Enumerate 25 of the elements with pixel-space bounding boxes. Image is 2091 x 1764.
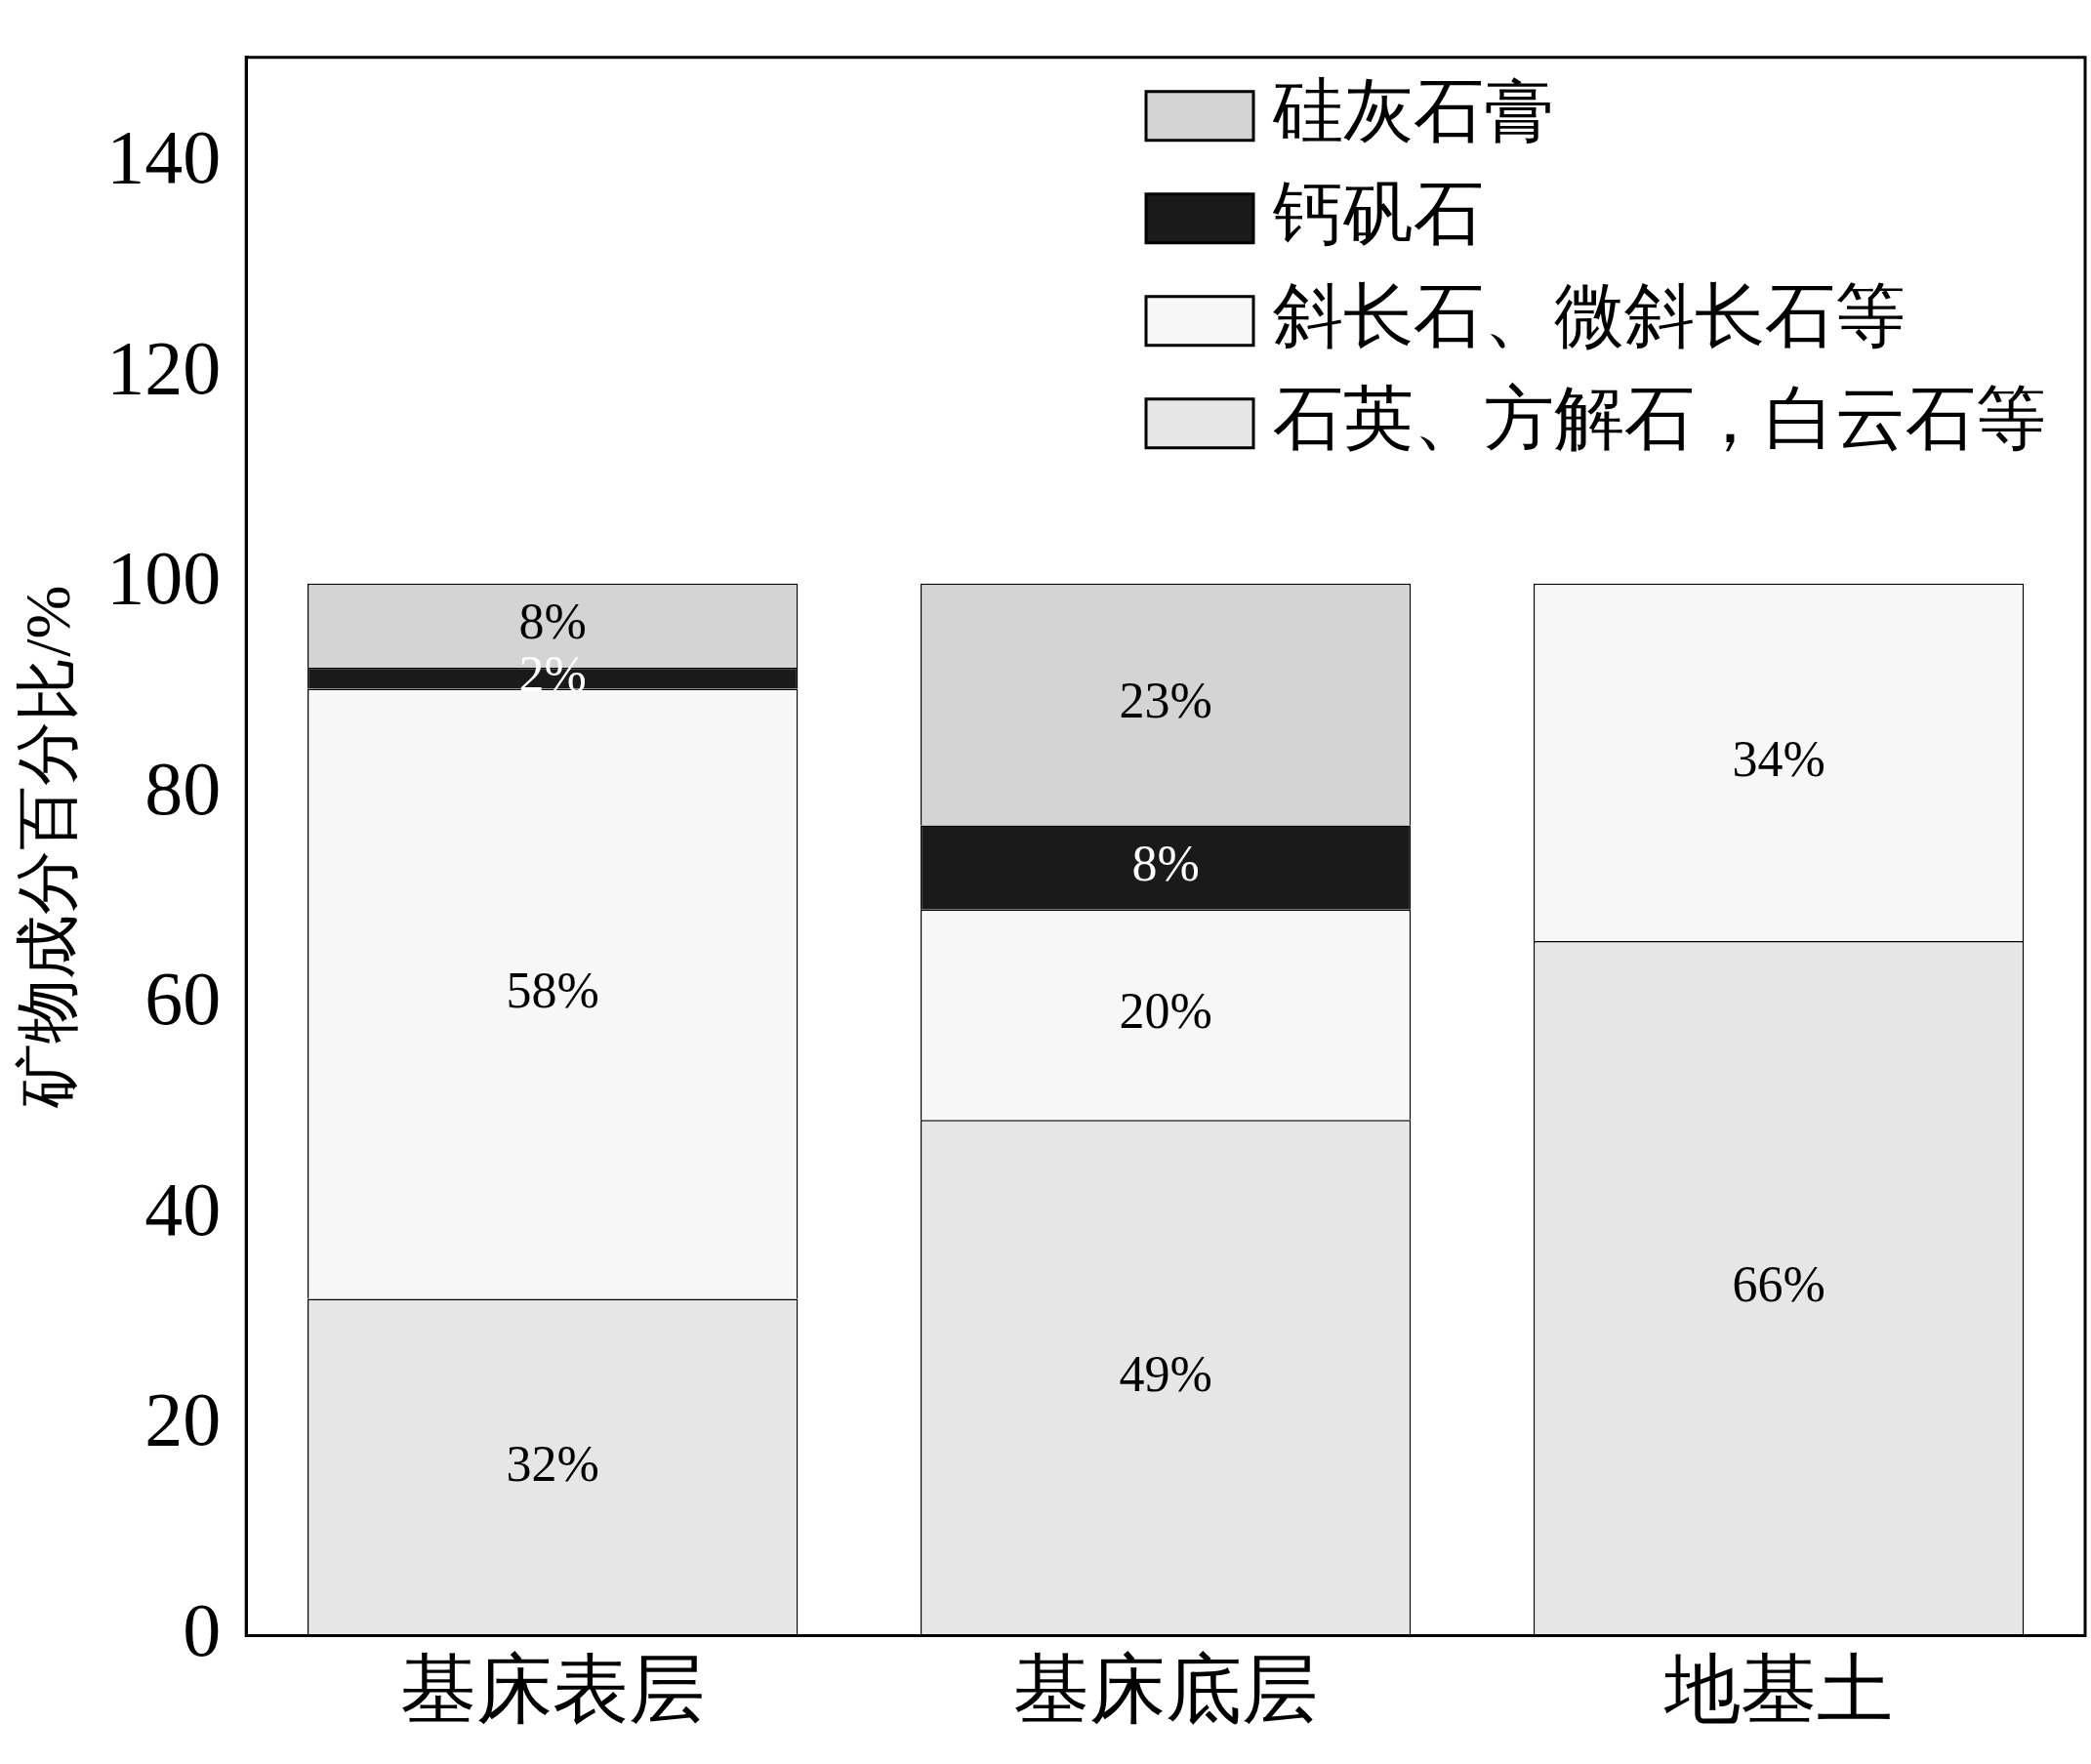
x-tick-label: 地基土	[1663, 1646, 1894, 1732]
legend-label: 斜长石、微斜长石等	[1273, 276, 1906, 355]
data-label: 20%	[1119, 983, 1212, 1040]
legend-label: 石英、方解石，白云石等	[1273, 379, 2046, 458]
y-tick-label: 60	[144, 956, 222, 1042]
x-tick-label: 基床表层	[400, 1646, 706, 1732]
legend-label: 钙矾石	[1272, 174, 1484, 253]
y-tick-label: 140	[106, 114, 222, 200]
y-axis-title: 矿物成分百分比/%	[11, 585, 83, 1109]
y-tick-label: 0	[183, 1586, 222, 1672]
y-tick-label: 40	[144, 1166, 222, 1251]
data-label: 34%	[1732, 730, 1825, 787]
data-label: 66%	[1732, 1256, 1825, 1313]
y-tick-label: 120	[106, 324, 222, 410]
y-tick-label: 20	[144, 1376, 222, 1462]
x-tick-label: 基床底层	[1013, 1646, 1319, 1732]
data-label: 8%	[518, 594, 587, 650]
data-label: 23%	[1119, 673, 1212, 729]
data-label: 8%	[1131, 836, 1200, 892]
y-tick-label: 100	[106, 535, 222, 621]
data-label: 58%	[506, 962, 599, 1018]
y-tick-label: 80	[144, 745, 222, 831]
data-label: 32%	[506, 1435, 599, 1492]
legend-label: 硅灰石膏	[1272, 71, 1554, 150]
data-label: 49%	[1119, 1346, 1212, 1403]
